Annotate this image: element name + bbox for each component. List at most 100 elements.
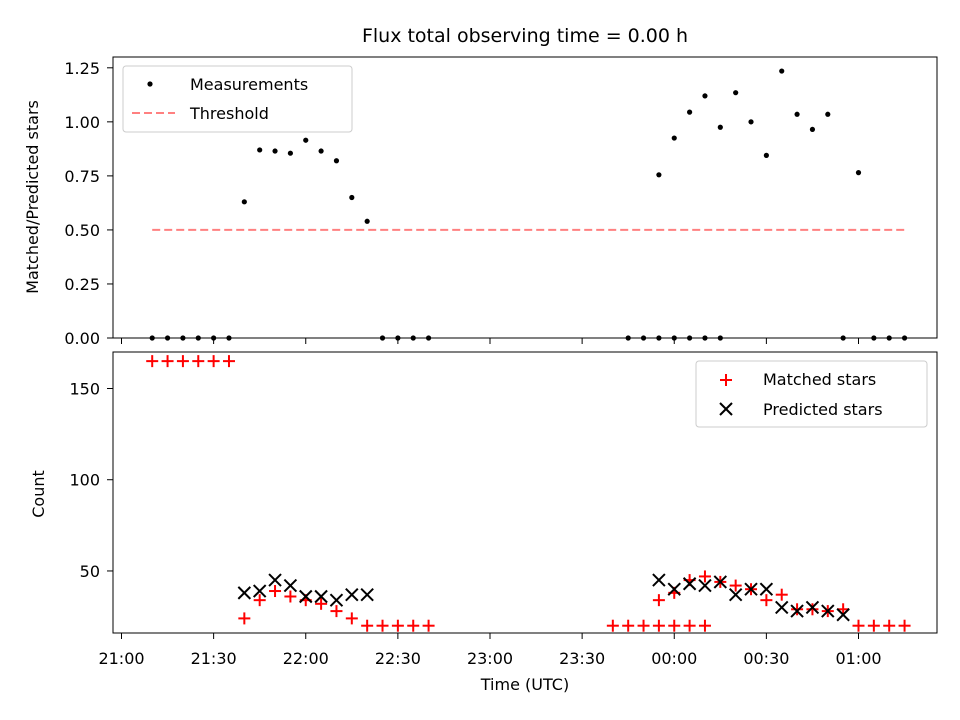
measurement-point	[395, 335, 401, 341]
measurement-point	[379, 335, 386, 341]
predicted-star-point	[790, 604, 804, 618]
measurement-point	[349, 194, 355, 201]
matched-star-point	[192, 355, 205, 368]
predicted-star-point	[667, 582, 681, 596]
x-b	[713, 575, 728, 589]
measurement-point	[840, 335, 846, 341]
bottom-marks	[146, 355, 911, 632]
legend-predicted-marker	[719, 402, 733, 416]
legend-measurements-marker	[147, 81, 153, 87]
matched-star-point	[652, 594, 665, 607]
measurement-point	[640, 335, 647, 341]
measurement-point	[656, 172, 662, 178]
top-plot-frame	[112, 56, 938, 339]
matched-star-point	[852, 619, 865, 632]
matched-star-point	[253, 594, 266, 607]
measurement-point	[272, 148, 278, 154]
measurement-point	[702, 335, 708, 341]
matched-star-point	[269, 585, 282, 598]
matched-star-point	[791, 603, 804, 616]
x-tick-label: 22:30	[375, 649, 421, 668]
measurement-point	[717, 124, 723, 130]
matched-star-point	[898, 619, 911, 632]
measurement-point	[733, 90, 739, 96]
matched-star-point	[315, 597, 328, 610]
x-b	[682, 577, 697, 591]
measurement-point	[702, 93, 708, 99]
x-b	[652, 573, 666, 587]
predicted-star-point	[698, 578, 712, 593]
legend-measurements-label: Measurements	[190, 75, 308, 94]
predicted-star-point	[728, 587, 743, 602]
x-b	[299, 589, 313, 604]
measurement-point	[226, 335, 232, 341]
measurement-point	[164, 335, 171, 341]
matched-star-point	[422, 619, 435, 632]
measurement-point	[364, 218, 370, 224]
x-b	[698, 578, 712, 593]
legend-matched-label: Matched stars	[763, 370, 876, 389]
matched-star-point	[361, 619, 374, 632]
matched-star-point	[176, 355, 189, 368]
x-b	[821, 604, 835, 618]
measurement-point	[901, 335, 908, 341]
matched-star-point	[775, 588, 788, 601]
measurement-point	[825, 111, 831, 117]
y-tick-label: 0.00	[64, 329, 100, 348]
measurement-point	[748, 119, 754, 125]
x-b	[775, 600, 789, 615]
matched-star-point	[222, 355, 235, 368]
y-tick-label: 0.25	[64, 275, 100, 294]
matched-star-point	[837, 603, 850, 616]
predicted-star-point	[283, 578, 298, 593]
predicted-star-point	[713, 575, 728, 589]
top-panel: 0.00 0.25 0.50 0.75 1.00 1.25 Matched/Predict…	[23, 56, 938, 348]
x-tick-label: 01:00	[835, 649, 881, 668]
matched-star-point	[806, 603, 819, 616]
bottom-x-axis: 21:00 21:30 22:00 22:30 23:00 23:30 00:00 00:30…	[98, 633, 882, 668]
top-legend: Measurements Threshold	[122, 65, 353, 133]
measurement-point	[656, 335, 662, 341]
measurement-point	[241, 199, 247, 205]
x-b	[744, 582, 758, 596]
x-b	[790, 604, 804, 618]
x-b	[283, 578, 298, 593]
x-axis-label: Time (UTC)	[480, 675, 569, 694]
x-tick-label: 00:30	[743, 649, 789, 668]
x-tick-label: 23:00	[467, 649, 513, 668]
measurement-point	[318, 148, 324, 154]
measurement-point	[687, 335, 693, 341]
measurement-point	[671, 135, 677, 141]
y-tick-label: 1.25	[64, 59, 100, 78]
measurement-point	[149, 335, 155, 341]
matched-star-point	[238, 612, 251, 625]
y-tick-label: 150	[69, 379, 100, 398]
predicted-star-point	[775, 600, 789, 615]
y-tick-label: 50	[80, 562, 100, 581]
measurement-point	[257, 147, 263, 153]
measurement-point	[410, 335, 416, 341]
measurement-point	[855, 170, 862, 176]
x-b	[268, 573, 282, 587]
x-b	[329, 593, 344, 607]
matched-star-point	[622, 619, 635, 632]
x-b	[360, 587, 374, 602]
matched-star-point	[883, 619, 896, 632]
x-b	[836, 608, 850, 622]
measurement-point	[195, 335, 201, 341]
bottom-legend: Matched stars Predicted stars	[695, 360, 928, 428]
matched-star-point	[668, 619, 681, 632]
y-tick-label: 0.50	[64, 221, 100, 240]
matched-star-point	[391, 619, 404, 632]
measurement-point	[886, 335, 892, 341]
measurement-point	[287, 150, 293, 156]
x-b	[252, 584, 267, 598]
legend-predicted-label: Predicted stars	[763, 400, 883, 419]
matched-star-point	[284, 590, 297, 603]
predicted-star-point	[652, 573, 666, 587]
x-b	[345, 587, 359, 602]
bottom-plot-frame	[112, 351, 938, 634]
measurement-point	[671, 335, 677, 341]
x-tick-label: 21:30	[191, 649, 237, 668]
predicted-star-point	[682, 577, 697, 591]
